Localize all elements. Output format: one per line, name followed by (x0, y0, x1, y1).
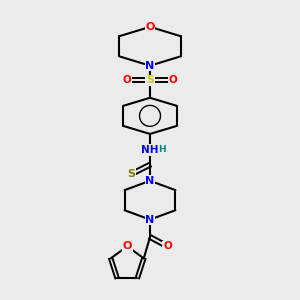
Text: O: O (123, 242, 132, 251)
Text: N: N (146, 176, 154, 186)
Text: H: H (158, 146, 166, 154)
Text: O: O (168, 75, 177, 85)
Text: S: S (146, 75, 154, 85)
Text: NH: NH (141, 145, 159, 155)
Text: N: N (146, 61, 154, 71)
Text: N: N (146, 214, 154, 225)
Text: O: O (163, 242, 172, 251)
Text: O: O (123, 75, 132, 85)
Text: O: O (145, 22, 155, 32)
Text: S: S (127, 169, 135, 179)
